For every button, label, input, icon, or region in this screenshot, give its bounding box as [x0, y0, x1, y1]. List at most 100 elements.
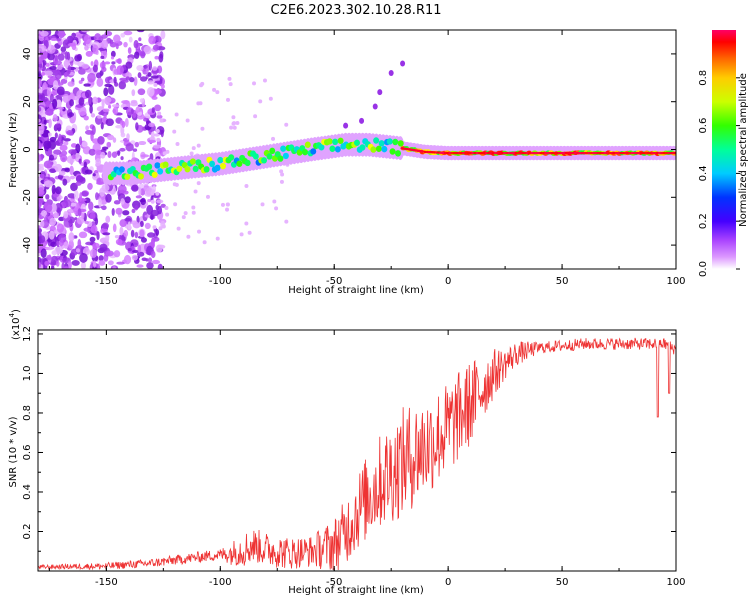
ridge-core — [302, 148, 309, 156]
spectrogram-speckle — [113, 76, 117, 84]
spectrogram-speckle — [150, 131, 155, 139]
spectrogram-speckle — [183, 211, 188, 216]
ridge-core — [118, 166, 125, 173]
colorbar-tick-label: 0.4 — [698, 165, 709, 181]
spectrogram-speckle — [84, 169, 93, 175]
spectrogram-speckle — [87, 72, 96, 83]
spectrogram-speckle — [164, 206, 169, 211]
spectrogram-speckle — [83, 227, 92, 232]
snr-multiplier-close: ) — [11, 309, 22, 313]
spectrogram-speckle — [138, 186, 142, 197]
x-tick-label: 0 — [445, 276, 451, 287]
spectrogram-speckle — [43, 119, 47, 125]
spectrogram-speckle — [131, 208, 136, 214]
spectrogram-speckle — [105, 215, 111, 223]
spectrogram-speckle — [144, 222, 151, 230]
spectrogram-speckle — [57, 174, 64, 180]
spectrogram-speckle — [85, 125, 89, 131]
spectrogram-speckle — [54, 132, 58, 139]
spectrogram-speckle — [112, 106, 119, 116]
ridge-core — [176, 165, 183, 172]
x-tick-label: -150 — [95, 577, 118, 588]
ridge-core — [228, 154, 235, 161]
spectrogram-speckle — [110, 50, 116, 58]
spectrogram-speckle — [62, 178, 68, 186]
spectrogram-speckle — [47, 52, 55, 61]
spectrogram-speckle — [60, 154, 68, 163]
spectrogram-speckle — [92, 242, 100, 249]
spectrogram-speckle — [80, 30, 90, 33]
spectrogram-speckle — [118, 80, 127, 90]
spectrogram-speckle — [125, 143, 134, 152]
spectrogram-speckle — [101, 66, 107, 73]
spectrogram-speckle — [56, 99, 62, 108]
spectrogram-speckle — [78, 80, 83, 84]
spectrogram-speckle — [134, 204, 139, 211]
spectrogram-speckle — [92, 64, 98, 73]
spectrogram-speckle — [57, 106, 65, 110]
spectrogram-speckle — [107, 260, 114, 266]
spectrogram-speckle — [41, 209, 48, 217]
spectrogram-speckle — [62, 93, 70, 103]
spectrogram-speckle — [98, 111, 106, 116]
spectrogram-speckle — [138, 37, 142, 42]
snr-series-line — [38, 337, 676, 571]
spectrogram-speckle — [68, 239, 74, 250]
spectrogram-speckle — [252, 81, 257, 86]
spectrogram-speckle — [53, 149, 62, 155]
spectrogram-speckle — [63, 210, 69, 219]
spectrogram-speckle — [41, 96, 48, 103]
y-tick-label: 20 — [22, 95, 33, 108]
spectrogram-speckle — [38, 78, 42, 88]
snr-xlabel: Height of straight line (km) — [288, 585, 424, 596]
colorbar-tick-label: 0.0 — [698, 261, 709, 277]
spectrogram-speckle — [67, 64, 71, 75]
spectrogram-speckle — [80, 77, 85, 82]
ridge-core — [334, 146, 341, 153]
spectrogram-speckle — [133, 76, 138, 87]
colorbar-ticks: 0.0 0.2 0.4 0.6 0.8 — [698, 70, 740, 277]
spectrogram-speckle — [123, 229, 129, 238]
spectrogram-speckle — [157, 111, 162, 116]
spectrogram-speckle — [50, 202, 57, 213]
spectrogram-speckle — [262, 78, 267, 83]
spectrogram-speckle — [274, 206, 279, 211]
spectrogram-speckle — [117, 58, 122, 65]
snr-frame — [37, 329, 677, 572]
spectrogram-speckle — [185, 118, 190, 123]
spectrogram-speckle — [55, 186, 62, 195]
spectrogram-speckle — [38, 225, 41, 229]
spectrogram-speckle — [101, 146, 109, 150]
y-tick-label: 0.8 — [22, 405, 33, 421]
spectrogram-speckle — [136, 264, 144, 268]
spectrogram-speckle — [131, 254, 139, 261]
spectrogram-speckle — [193, 189, 198, 194]
spectrogram-echo — [377, 89, 383, 96]
spectrogram-speckle — [54, 123, 61, 128]
ridge-core — [217, 156, 224, 164]
ridge-core — [124, 173, 131, 180]
spectrogram-speckle — [147, 80, 155, 85]
ridge-core — [397, 140, 404, 147]
spectrogram-speckle — [111, 207, 115, 216]
spectrogram-speckle — [225, 202, 230, 207]
spectrogram-speckle — [108, 104, 112, 109]
spectrogram-speckle — [120, 32, 126, 38]
spectrogram-speckle — [145, 258, 149, 262]
spectrogram-speckle — [83, 161, 87, 168]
spectrogram-echo — [343, 122, 349, 129]
spectrogram-speckle — [84, 220, 90, 225]
spectrogram-speckle — [156, 114, 163, 119]
spectrogram-speckle — [38, 206, 41, 216]
ridge-core — [146, 163, 153, 170]
spectrogram-speckle — [212, 87, 217, 92]
spectrogram-speckle — [63, 241, 69, 249]
spectrogram-speckle — [153, 88, 162, 95]
spectrogram-speckle — [225, 97, 230, 102]
spectrogram-speckle — [54, 246, 63, 255]
spectrogram-speckle — [205, 194, 210, 199]
spectrogram-speckle — [49, 217, 57, 227]
spectrogram-speckle — [64, 51, 69, 60]
spectrogram-speckle — [140, 204, 147, 209]
